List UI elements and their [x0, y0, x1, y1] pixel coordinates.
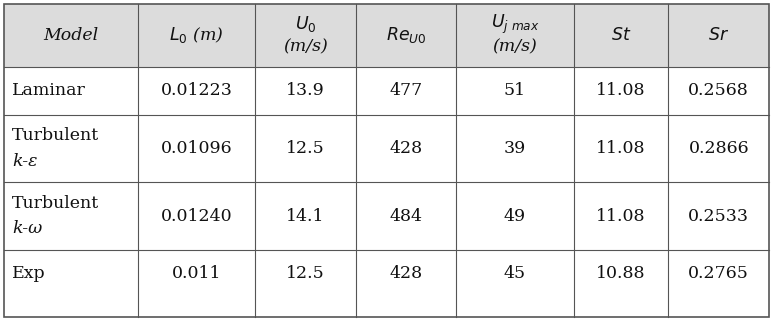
Text: 0.2533: 0.2533 — [688, 208, 749, 225]
Text: 49: 49 — [504, 208, 526, 225]
Text: 11.08: 11.08 — [596, 140, 645, 157]
Text: Turbulent: Turbulent — [12, 195, 99, 212]
Text: 0.2866: 0.2866 — [689, 140, 749, 157]
Text: (m/s): (m/s) — [492, 38, 537, 55]
Text: Turbulent: Turbulent — [12, 127, 99, 144]
Text: (m/s): (m/s) — [283, 38, 328, 55]
Text: Exp: Exp — [12, 265, 46, 282]
Text: 0.01096: 0.01096 — [161, 140, 233, 157]
Text: k-ε: k-ε — [12, 153, 38, 170]
Text: 13.9: 13.9 — [286, 82, 325, 100]
Text: $St$: $St$ — [611, 27, 632, 44]
Text: $Re_{U0}$: $Re_{U0}$ — [386, 25, 427, 45]
Bar — [4, 4, 769, 66]
Text: $U_{j\ max}$: $U_{j\ max}$ — [491, 13, 540, 36]
Text: 0.011: 0.011 — [172, 265, 221, 282]
Text: Laminar: Laminar — [12, 82, 86, 100]
Text: 0.2765: 0.2765 — [688, 265, 749, 282]
Text: k-ω: k-ω — [12, 220, 43, 237]
Text: $Sr$: $Sr$ — [708, 27, 729, 44]
Text: 12.5: 12.5 — [286, 140, 325, 157]
Text: $L_0$ (m): $L_0$ (m) — [169, 25, 224, 45]
Text: $U_0$: $U_0$ — [295, 14, 316, 34]
Text: 0.01223: 0.01223 — [161, 82, 233, 100]
Text: 39: 39 — [504, 140, 526, 157]
Text: 484: 484 — [390, 208, 423, 225]
Text: 12.5: 12.5 — [286, 265, 325, 282]
Text: 51: 51 — [504, 82, 526, 100]
Text: 477: 477 — [390, 82, 423, 100]
Text: Model: Model — [43, 27, 99, 44]
Text: 10.88: 10.88 — [596, 265, 645, 282]
Text: 45: 45 — [504, 265, 526, 282]
Text: 428: 428 — [390, 140, 423, 157]
Text: 14.1: 14.1 — [286, 208, 325, 225]
Text: 11.08: 11.08 — [596, 82, 645, 100]
Text: 428: 428 — [390, 265, 423, 282]
Text: 0.01240: 0.01240 — [161, 208, 233, 225]
Text: 0.2568: 0.2568 — [689, 82, 749, 100]
Text: 11.08: 11.08 — [596, 208, 645, 225]
